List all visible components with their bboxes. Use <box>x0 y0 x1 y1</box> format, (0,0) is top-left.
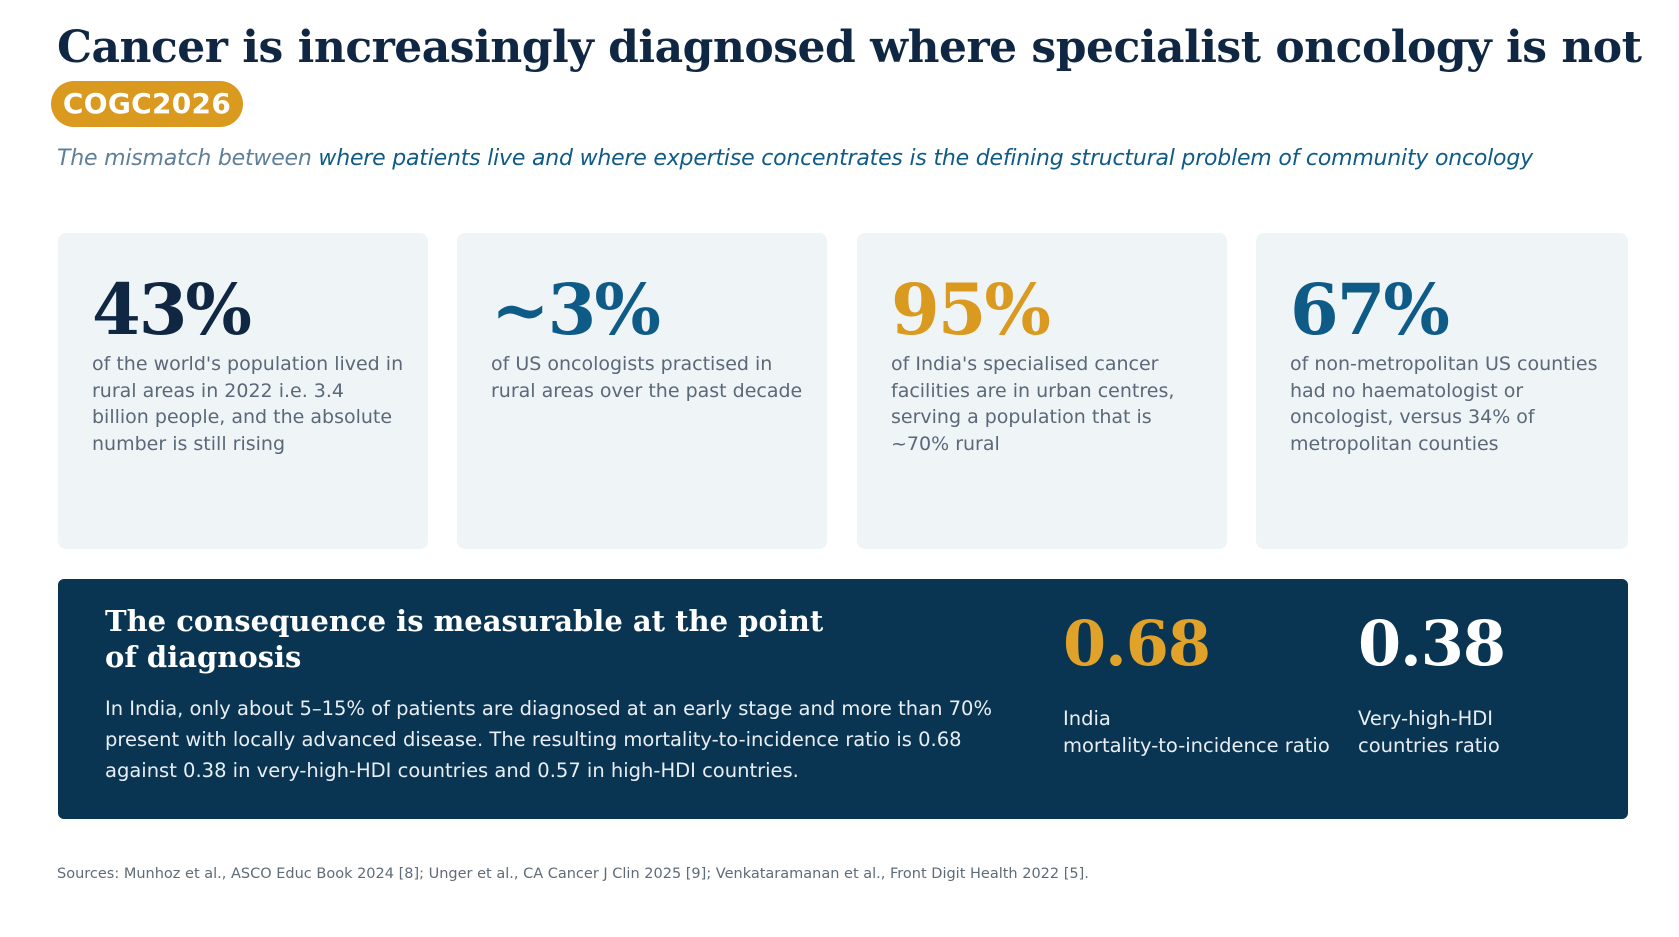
page-title: Cancer is increasingly diagnosed where s… <box>57 22 1642 73</box>
consequence-panel: The consequence is measurable at the poi… <box>58 579 1628 819</box>
stat-description: of US oncologists practised in rural are… <box>491 353 803 402</box>
stat-value: 43% <box>92 268 252 351</box>
page-subtitle: The mismatch between where patients live… <box>57 146 1533 171</box>
metric-very-high-hdi-ratio: 0.38 Very-high-HDI countries ratio <box>1358 607 1506 759</box>
metric-label-line: India <box>1063 707 1111 730</box>
stat-card-rural-population: 43% of the world's population lived in r… <box>58 233 428 549</box>
panel-body: In India, only about 5–15% of patients a… <box>105 697 992 782</box>
stat-description: of India's specialised cancer facilities… <box>891 353 1175 455</box>
subtitle-lead: The mismatch between <box>57 146 312 171</box>
stat-card-us-oncologists: ~3% of US oncologists practised in rural… <box>457 233 827 549</box>
metric-india-ratio: 0.68 India mortality-to-incidence ratio <box>1063 613 1330 759</box>
stat-description: of non-metropolitan US counties had no h… <box>1290 353 1598 455</box>
stat-description: of the world's population lived in rural… <box>92 353 404 455</box>
stat-value: 95% <box>891 268 1051 351</box>
metric-value: 0.38 <box>1358 607 1506 680</box>
stat-value: ~3% <box>491 268 661 351</box>
conference-badge: COGC2026 <box>51 81 243 127</box>
panel-title: The consequence is measurable at the poi… <box>105 604 824 674</box>
metric-label-line: countries ratio <box>1358 734 1500 757</box>
metric-label-line: mortality-to-incidence ratio <box>1063 734 1330 757</box>
stat-value: 67% <box>1290 268 1450 351</box>
metric-label: Very-high-HDI countries ratio <box>1358 705 1505 759</box>
stat-card-us-counties: 67% of non-metropolitan US counties had … <box>1256 233 1628 549</box>
metric-label: India mortality-to-incidence ratio <box>1063 705 1330 759</box>
sources-footnote: Sources: Munhoz et al., ASCO Educ Book 2… <box>57 866 1089 882</box>
metric-value: 0.68 <box>1063 607 1211 680</box>
metric-label-line: Very-high-HDI <box>1358 707 1494 730</box>
subtitle-rest: where patients live and where expertise … <box>311 146 1533 171</box>
stat-card-india-facilities: 95% of India's specialised cancer facili… <box>857 233 1227 549</box>
